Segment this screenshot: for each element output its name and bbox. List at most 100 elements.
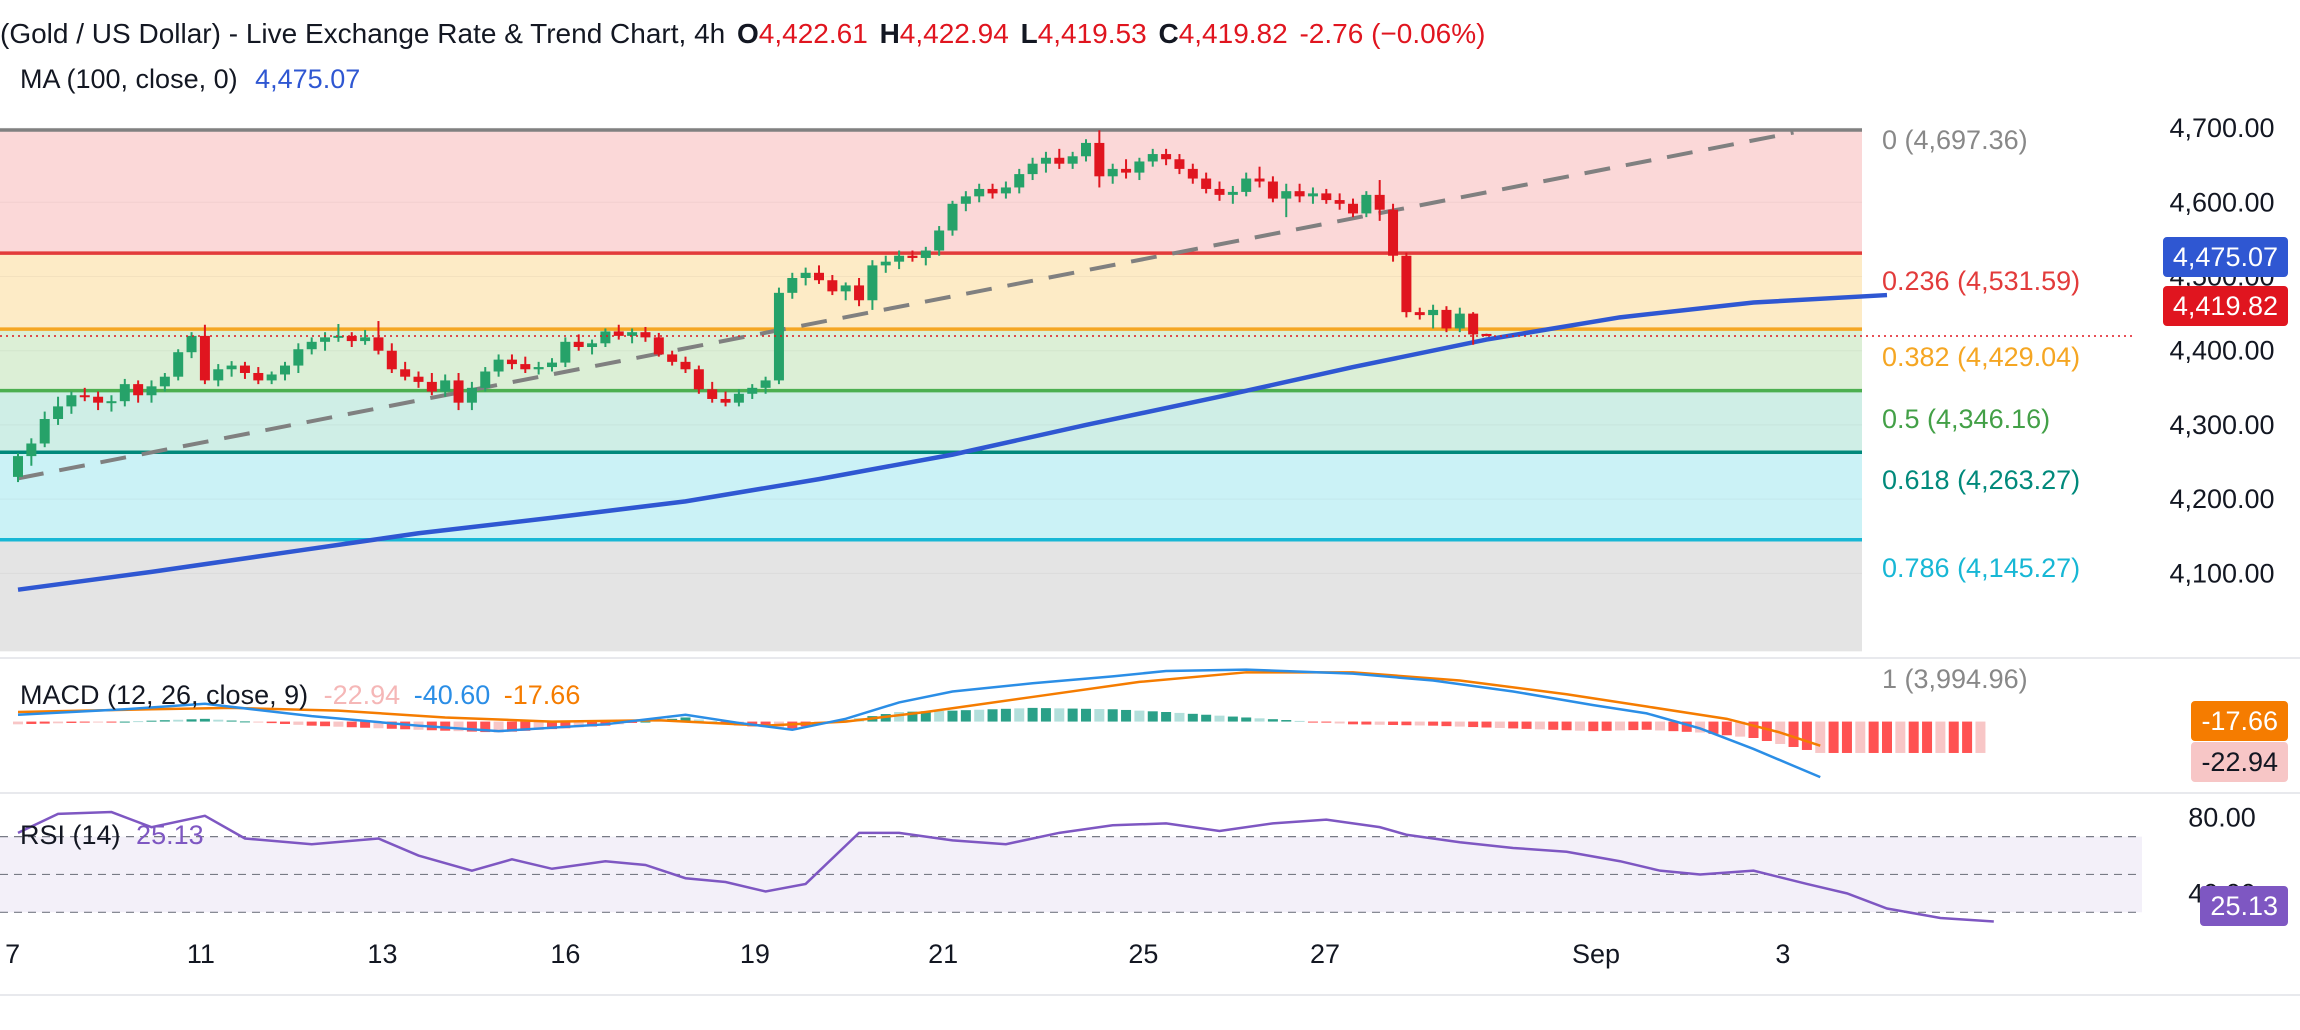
macd-hist-bar-75 xyxy=(1014,708,1025,722)
macd-hist-bar-99 xyxy=(1334,721,1345,724)
candle-body-40 xyxy=(547,362,557,368)
candle-body-73 xyxy=(987,188,998,194)
candle-body-84 xyxy=(1134,161,1145,173)
candle-body-50 xyxy=(680,361,691,370)
macd-signal-line xyxy=(17,671,1821,747)
candle-body-66 xyxy=(894,255,905,262)
macd-hist-bar-47 xyxy=(640,721,651,723)
candle-body-102 xyxy=(1374,194,1385,210)
candle-body-21 xyxy=(293,349,304,366)
time-tick-4: 19 xyxy=(740,939,770,969)
macd-hist-bar-39 xyxy=(533,721,544,730)
macd-hist-bar-67 xyxy=(907,711,918,722)
macd-hist-bar-104 xyxy=(1401,721,1412,726)
macd-hist-bar-7 xyxy=(106,721,117,723)
macd-hist-bar-35 xyxy=(480,721,491,733)
macd-hist-bar-85 xyxy=(1147,711,1158,722)
candle-body-9 xyxy=(133,384,144,396)
candle-body-106 xyxy=(1428,309,1439,316)
candle-body-10 xyxy=(146,386,157,396)
fib-label-4: 0.618 (4,263.27) xyxy=(1882,465,2081,496)
fib-zone-0 xyxy=(0,130,1862,254)
candle-body-12 xyxy=(173,352,184,377)
macd-hist-bar-14 xyxy=(199,718,210,722)
macd-hist-bar-27 xyxy=(373,721,384,729)
candle-body-32 xyxy=(440,380,451,392)
candle-body-28 xyxy=(386,350,397,370)
candle-body-47 xyxy=(640,332,651,338)
macd-hist-bar-89 xyxy=(1201,714,1212,722)
time-tick-1: 11 xyxy=(187,939,215,969)
low-label: L xyxy=(1020,18,1038,49)
macd-hist-bar-111 xyxy=(1494,721,1505,728)
macd-hist-bar-12 xyxy=(173,719,184,722)
macd-hist-bar-28 xyxy=(386,721,397,729)
macd-hist-bar-138 xyxy=(1855,721,1866,753)
candle-body-43 xyxy=(587,343,598,348)
candle-body-110 xyxy=(1481,333,1492,337)
macd-hist-bar-24 xyxy=(333,721,344,727)
fibonacci-zones xyxy=(0,130,1862,652)
macd-hist-bar-40 xyxy=(547,721,557,730)
candle-body-49 xyxy=(667,354,678,362)
macd-hist-bar-50 xyxy=(680,717,691,722)
ma-legend[interactable]: MA (100, close, 0) 4,475.07 xyxy=(20,64,360,95)
macd-hist-bar-113 xyxy=(1521,721,1532,729)
macd-hist-bar-108 xyxy=(1454,721,1465,727)
macd-hist-bar-130 xyxy=(1748,721,1759,738)
macd-hist-bar-2 xyxy=(39,721,50,724)
macd-hist-bar-91 xyxy=(1227,716,1238,722)
macd-hist-bar-34 xyxy=(466,721,477,732)
macd-hist-bar-4 xyxy=(66,721,77,723)
macd-hist-bar-20 xyxy=(280,721,290,724)
ma-100-line xyxy=(17,292,1888,592)
time-tick-9: 3 xyxy=(1775,939,1790,969)
macd-legend[interactable]: MACD (12, 26, close, 9) -22.94 -40.60 -1… xyxy=(20,680,580,711)
candle-body-38 xyxy=(520,364,531,370)
candle-body-51 xyxy=(693,369,704,390)
macd-hist-bar-145 xyxy=(1948,721,1959,753)
candle-body-59 xyxy=(800,272,811,278)
macd-hist-bar-71 xyxy=(960,710,971,722)
candle-body-98 xyxy=(1321,193,1332,201)
macd-hist-bar-68 xyxy=(920,711,931,722)
macd-hist-bar-74 xyxy=(1000,708,1011,722)
candle-body-108 xyxy=(1454,313,1465,329)
candle-body-17 xyxy=(239,365,250,373)
macd-hist-bar-8 xyxy=(119,721,130,723)
time-tick-6: 25 xyxy=(1128,939,1158,969)
candle-body-23 xyxy=(320,337,331,342)
time-tick-5: 21 xyxy=(928,939,958,969)
rsi-tick-0: 80.00 xyxy=(2188,803,2256,833)
candle-body-87 xyxy=(1174,159,1185,169)
macd-hist-bar-6 xyxy=(93,721,104,723)
candle-body-85 xyxy=(1147,154,1158,162)
macd-hist-bar-87 xyxy=(1174,712,1185,722)
candle-body-6 xyxy=(93,396,104,403)
macd-hist-bar-3 xyxy=(53,721,64,724)
candle-body-97 xyxy=(1307,193,1318,197)
candle-body-100 xyxy=(1348,203,1358,214)
ma-legend-label: MA (100, close, 0) xyxy=(20,64,238,94)
open-label: O xyxy=(737,18,759,49)
macd-hist-bar-144 xyxy=(1935,721,1946,753)
candle-body-1 xyxy=(26,443,37,457)
fib-label-3: 0.5 (4,346.16) xyxy=(1882,403,2051,434)
macd-hist-bar-118 xyxy=(1588,721,1599,732)
macd-hist-bar-22 xyxy=(306,721,317,726)
fib-zone-5 xyxy=(0,539,1862,652)
macd-hist-bar-141 xyxy=(1895,721,1906,753)
high-value: 4,422.94 xyxy=(899,18,1009,49)
candle-body-27 xyxy=(373,337,384,351)
candle-body-77 xyxy=(1040,157,1051,164)
candle-body-52 xyxy=(707,389,718,399)
macd-hist-bar-131 xyxy=(1761,721,1772,741)
candle-body-82 xyxy=(1107,168,1118,177)
candle-body-41 xyxy=(560,341,571,363)
macd-hist-bar-135 xyxy=(1815,721,1826,753)
rsi-legend[interactable]: RSI (14) 25.13 xyxy=(20,820,204,851)
macd-hist-bar-13 xyxy=(186,719,197,722)
candle-body-96 xyxy=(1294,191,1305,197)
macd-hist-bar-36 xyxy=(493,721,504,733)
